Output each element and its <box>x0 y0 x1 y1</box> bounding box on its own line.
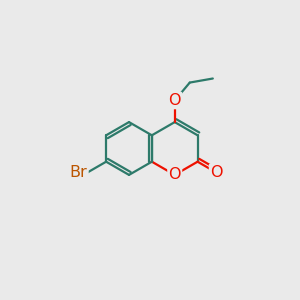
Text: O: O <box>169 93 181 108</box>
Text: O: O <box>169 167 181 182</box>
Text: O: O <box>210 165 223 180</box>
Text: Br: Br <box>70 165 87 180</box>
